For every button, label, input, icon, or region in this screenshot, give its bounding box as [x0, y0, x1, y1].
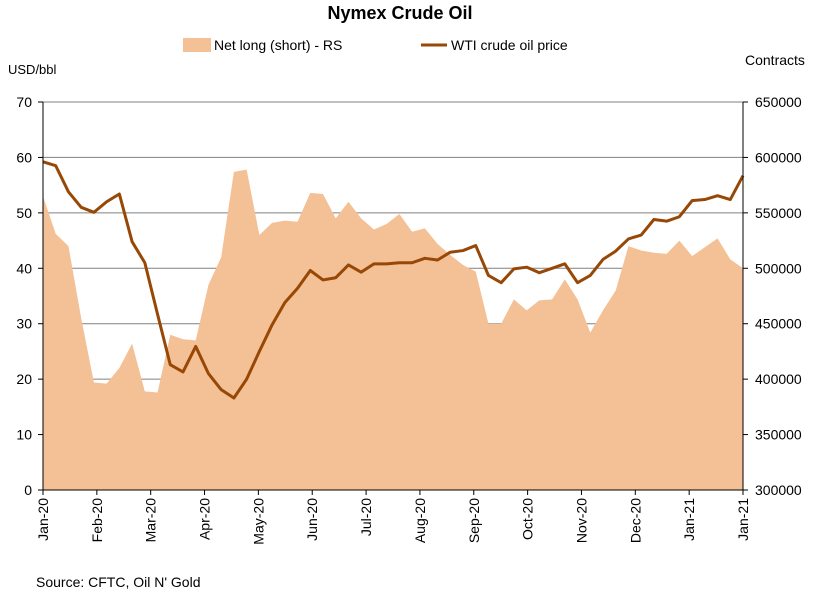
left-tick-label: 10 [16, 427, 32, 443]
left-tick-label: 50 [16, 205, 32, 221]
legend-area-label: Net long (short) - RS [214, 37, 342, 53]
x-tick-label: Nov-20 [573, 498, 589, 543]
left-axis-unit: USD/bbl [8, 62, 57, 77]
right-axis-unit: Contracts [745, 52, 805, 68]
right-tick-label: 400000 [755, 371, 802, 387]
x-tick-label: Jun-20 [304, 498, 320, 541]
x-tick-label: Apr-20 [197, 498, 213, 540]
right-tick-label: 650000 [755, 94, 802, 110]
x-tick-label: Dec-20 [627, 498, 643, 543]
legend: Net long (short) - RS WTI crude oil pric… [183, 37, 568, 53]
wti-price-line-layer [42, 160, 745, 400]
net-long-area-layer [43, 169, 743, 490]
x-axis-ticks: Jan-20 Feb-20 Mar-20 Apr-20 May-20 Jun-20 Jul-… [35, 490, 751, 545]
left-tick-label: 0 [24, 482, 32, 498]
left-tick-label: 20 [16, 371, 32, 387]
right-tick-label: 500000 [755, 260, 802, 276]
axes [42, 102, 744, 491]
x-tick-label: May-20 [250, 498, 266, 545]
net-long-area [43, 169, 743, 490]
right-tick-label: 350000 [755, 427, 802, 443]
left-tick-label: 30 [16, 316, 32, 332]
right-tick-label: 550000 [755, 205, 802, 221]
x-tick-label: Mar-20 [143, 498, 159, 543]
legend-area-swatch [183, 38, 211, 52]
left-tick-label: 60 [16, 149, 32, 165]
left-axis-ticks: 0 10 20 30 40 50 60 70 [16, 94, 43, 498]
x-tick-label: Jan-21 [735, 498, 751, 541]
right-tick-label: 600000 [755, 149, 802, 165]
x-tick-label: Oct-20 [520, 498, 536, 540]
x-tick-label: Jan-20 [35, 498, 51, 541]
right-tick-label: 450000 [755, 316, 802, 332]
right-axis-ticks: 300000 350000 400000 450000 500000 550000 6000… [743, 94, 802, 498]
x-tick-label: Sep-20 [466, 498, 482, 543]
legend-line-label: WTI crude oil price [451, 37, 568, 53]
left-tick-label: 70 [16, 94, 32, 110]
wti-price-line [42, 160, 745, 400]
x-tick-label: Aug-20 [412, 498, 428, 543]
chart-title: Nymex Crude Oil [327, 3, 472, 23]
source-note: Source: CFTC, Oil N' Gold [36, 574, 201, 590]
x-tick-label: Jul-20 [358, 498, 374, 536]
right-tick-label: 300000 [755, 482, 802, 498]
left-tick-label: 40 [16, 260, 32, 276]
x-tick-label: Jan-21 [681, 498, 697, 541]
x-tick-label: Feb-20 [89, 498, 105, 543]
